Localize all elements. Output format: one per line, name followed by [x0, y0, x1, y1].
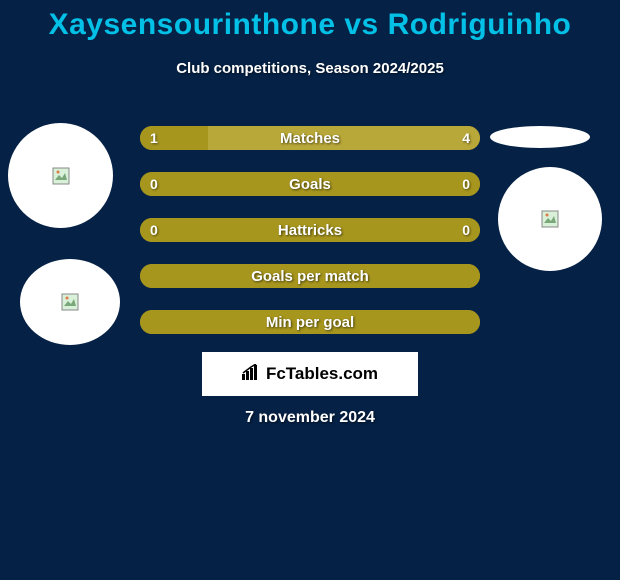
player1-club-avatar: [20, 259, 120, 345]
player2-avatar: [498, 167, 602, 271]
chart-icon: [242, 364, 262, 385]
stat-left-fill: [140, 218, 480, 242]
page-title: Xaysensourinthone vs Rodriguinho: [0, 0, 620, 42]
stat-left-fill: [140, 172, 480, 196]
stat-right-value: 0: [462, 218, 470, 242]
stat-row: 14Matches: [140, 126, 480, 150]
stat-left-fill: [140, 264, 480, 288]
logo-label: FcTables.com: [266, 364, 378, 384]
vs-text: vs: [344, 8, 378, 41]
stat-row: 00Hattricks: [140, 218, 480, 242]
stat-left-value: 0: [150, 172, 158, 196]
stats-panel: 14Matches00Goals00HattricksGoals per mat…: [140, 126, 480, 356]
stat-left-value: 1: [150, 126, 158, 150]
footer-date: 7 november 2024: [0, 409, 620, 427]
logo-box: FcTables.com: [202, 352, 418, 396]
stat-left-value: 0: [150, 218, 158, 242]
subtitle: Club competitions, Season 2024/2025: [0, 60, 620, 77]
stat-right-fill: [208, 126, 480, 150]
player2-name: Rodriguinho: [388, 8, 572, 41]
stat-right-value: 0: [462, 172, 470, 196]
stat-left-fill: [140, 310, 480, 334]
logo-text: FcTables.com: [242, 364, 378, 385]
stat-row: 00Goals: [140, 172, 480, 196]
stat-right-value: 4: [462, 126, 470, 150]
player1-avatar: [8, 123, 113, 228]
player1-name: Xaysensourinthone: [49, 8, 336, 41]
player2-oval: [490, 126, 590, 148]
stat-row: Goals per match: [140, 264, 480, 288]
stat-row: Min per goal: [140, 310, 480, 334]
infographic-container: Xaysensourinthone vs Rodriguinho Club co…: [0, 0, 620, 580]
